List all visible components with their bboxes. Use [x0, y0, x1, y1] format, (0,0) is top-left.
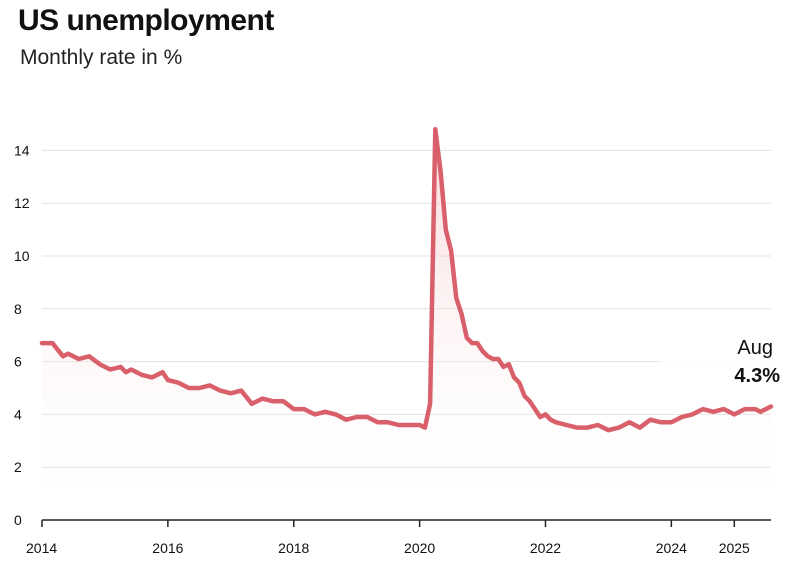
unemployment-series-line — [39, 127, 774, 433]
y-tick-label: 12 — [14, 195, 30, 211]
annotation-background — [660, 330, 784, 390]
x-tick-label: 2018 — [278, 540, 309, 556]
annotation-value: 4.3% — [734, 365, 780, 387]
y-tick-label: 14 — [14, 142, 30, 158]
x-tick-label: 2024 — [656, 540, 687, 556]
y-tick-label: 8 — [14, 301, 22, 317]
x-tick-label: 2025 — [719, 540, 750, 556]
x-tick-label: 2020 — [404, 540, 435, 556]
latest-value-annotation: Aug 4.3% — [660, 330, 784, 390]
area-fill — [42, 129, 771, 521]
y-axis-labels: 0 2 4 6 8 10 12 14 — [14, 142, 30, 528]
chart-subtitle: Monthly rate in % — [20, 46, 183, 69]
y-tick-label: 4 — [14, 406, 22, 422]
x-tick-label: 2016 — [152, 540, 183, 556]
y-tick-label: 10 — [14, 248, 30, 264]
x-tick-label: 2022 — [530, 540, 561, 556]
x-axis — [41, 519, 771, 527]
annotation-month: Aug — [737, 337, 773, 359]
area-fill-path — [42, 129, 771, 521]
x-axis-labels: 2014 2016 2018 2020 2022 2024 2025 — [26, 540, 750, 556]
x-tick-label: 2014 — [26, 540, 57, 556]
y-tick-label: 6 — [14, 354, 22, 370]
y-tick-label: 0 — [14, 512, 22, 528]
chart-title: US unemployment — [18, 4, 274, 37]
y-tick-label: 2 — [14, 459, 22, 475]
series-line — [39, 127, 774, 433]
